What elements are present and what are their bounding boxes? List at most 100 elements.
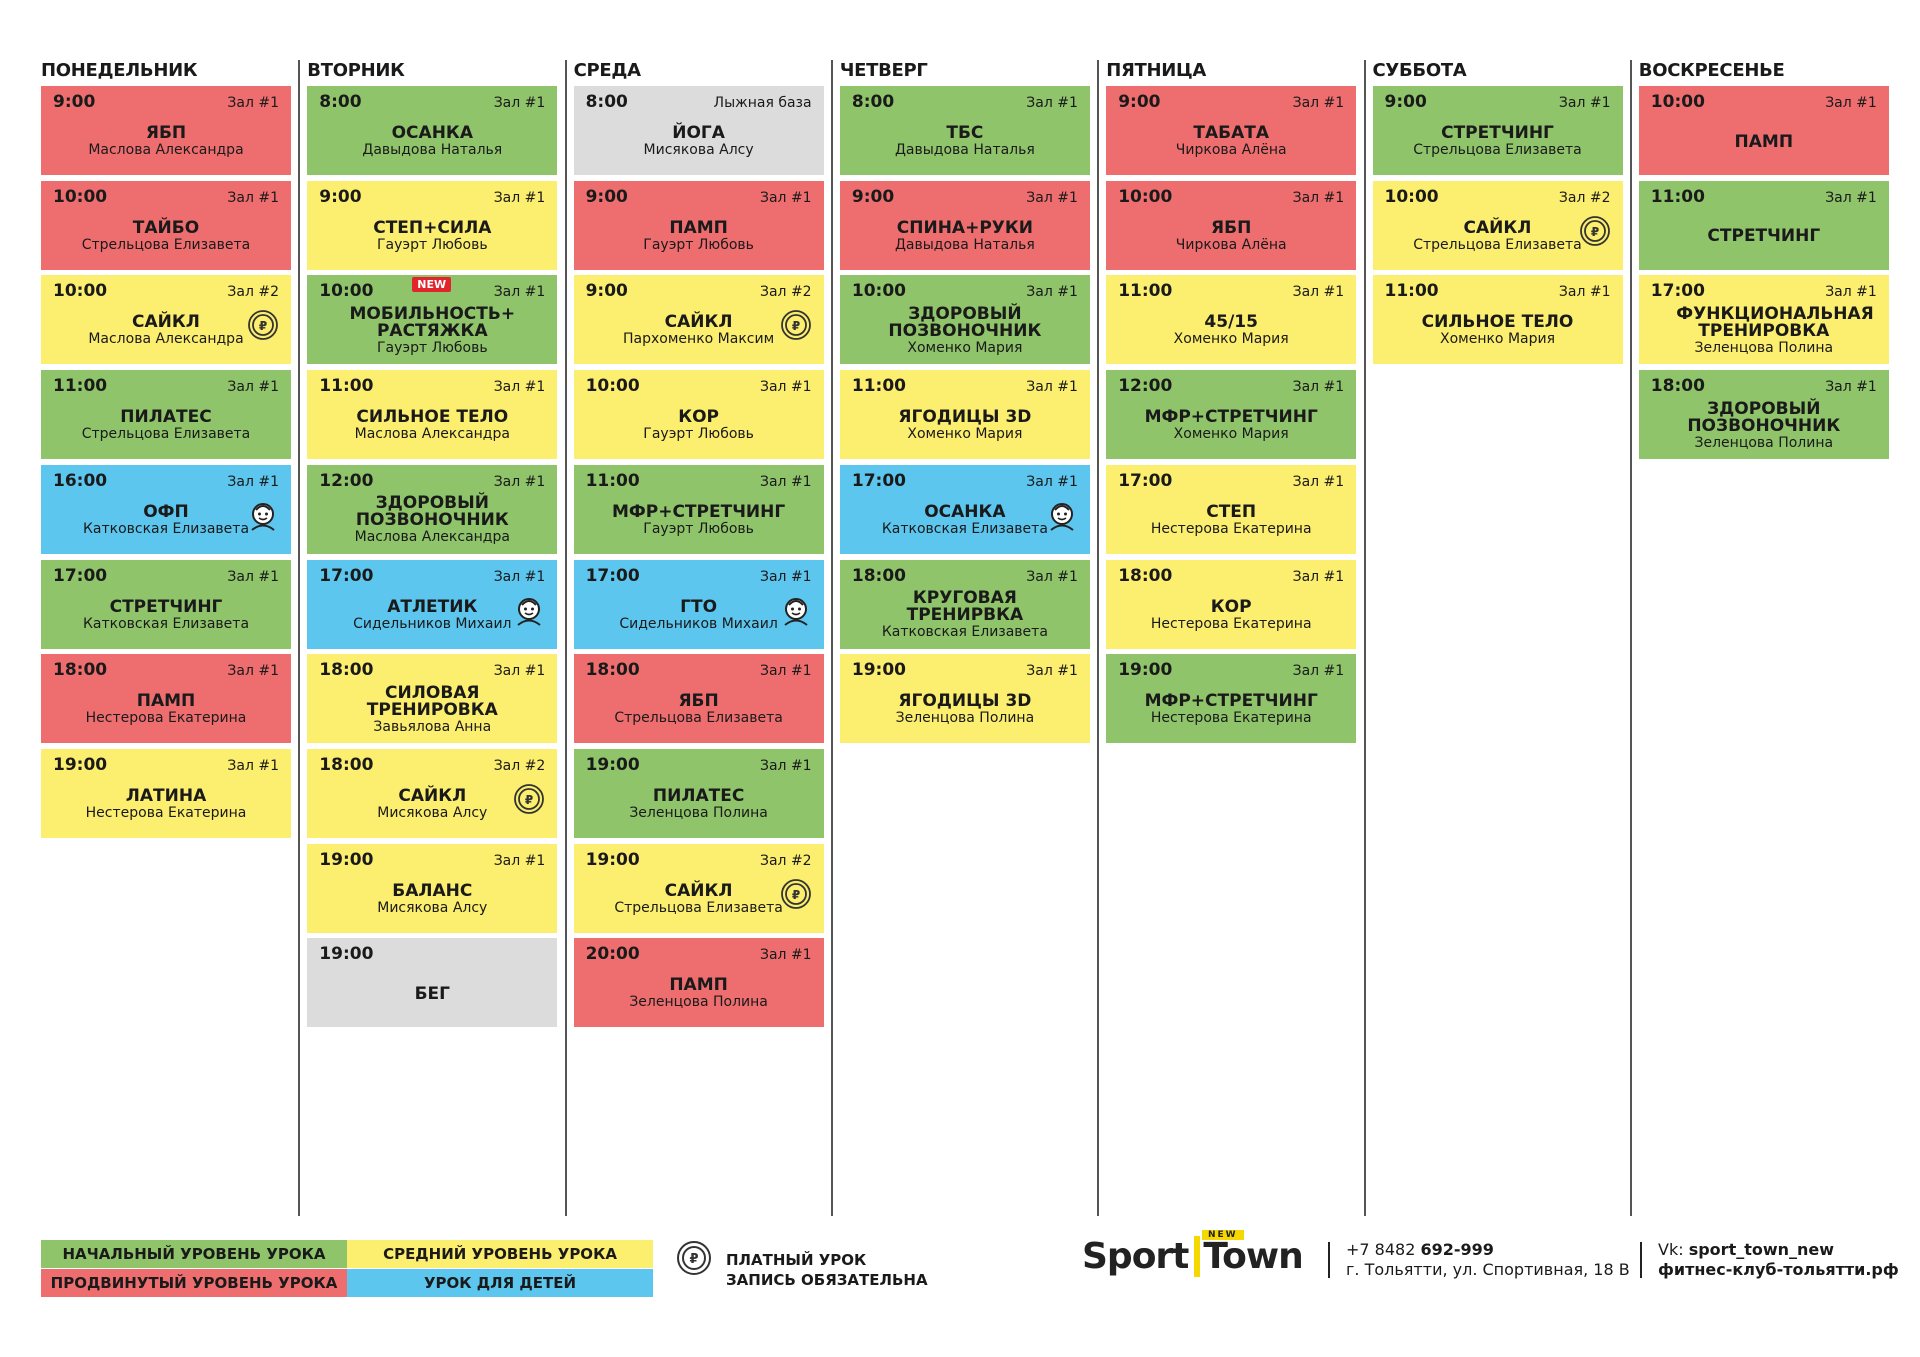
class-time: 9:00 — [851, 186, 895, 207]
class-trainer: Нестерова Екатерина — [1150, 710, 1312, 727]
class-title: СТРЕТЧИНГ — [109, 596, 223, 617]
class-card: 19:00 БЕГ — [307, 938, 558, 1028]
class-trainer: Маслова Александра — [88, 331, 244, 348]
class-card: 18:00 Зал #1 ЯБП Стрельцова Елизавета — [573, 654, 824, 744]
class-body: БЕГ — [307, 964, 557, 1024]
class-body: ПАМП — [1639, 112, 1889, 172]
class-card: 17:00 Зал #1 ФУНКЦИОНАЛЬНАЯ ТРЕНИРОВКА Зеле… — [1638, 275, 1889, 365]
class-trainer: Зеленцова Полина — [1694, 434, 1834, 451]
class-time: 11:00 — [851, 376, 907, 397]
class-trainer: Пархоменко Максим — [623, 331, 775, 348]
class-title: МФР+СТРЕТЧИНГ — [1144, 691, 1318, 712]
class-body: МФР+СТРЕТЧИНГ Гауэрт Любовь — [574, 491, 824, 551]
class-trainer: Стрельцова Елизавета — [81, 236, 251, 253]
class-trainer: Хоменко Мария — [1173, 426, 1289, 443]
class-hall: Зал #2 — [1558, 189, 1611, 206]
class-time: 12:00 — [319, 470, 374, 491]
column-separator — [564, 60, 567, 1216]
class-trainer: Зеленцова Полина — [629, 804, 768, 821]
class-title: СТРЕТЧИНГ — [1441, 123, 1554, 143]
class-body: МФР+СТРЕТЧИНГ Хоменко Мария — [1106, 396, 1356, 456]
class-title: МФР+СТРЕТЧИНГ — [1144, 407, 1318, 428]
class-body: ЛАТИНА Нестерова Екатерина — [41, 775, 291, 835]
class-body: ЗДОРОВЫЙ ПОЗВОНОЧНИК Маслова Александра — [307, 491, 557, 551]
class-hall: Зал #1 — [1026, 473, 1078, 490]
class-trainer: Стрельцова Елизавета — [81, 426, 251, 443]
class-card: 9:00 Зал #1 ТАБАТА Чиркова Алёна — [1106, 86, 1357, 175]
class-hall: Зал #1 — [760, 663, 812, 680]
class-hall: Зал #1 — [227, 379, 279, 396]
class-card: 11:00 Зал #1 ЯГОДИЦЫ 3D Хоменко Мария — [839, 370, 1090, 460]
paid-icon: ₽ — [780, 309, 812, 345]
class-card: 18:00 Зал #2 САЙКЛ Мисякова Алсу ₽ — [307, 748, 558, 838]
class-title: БАЛАНС — [392, 880, 473, 901]
class-body: СИЛОВАЯ ТРЕНИРОВКА Завьялова Анна — [307, 680, 557, 740]
svg-text:₽: ₽ — [259, 319, 267, 333]
class-hall: Зал #1 — [493, 379, 546, 396]
class-trainer: Гауэрт Любовь — [643, 236, 754, 253]
class-time: 19:00 — [53, 754, 108, 775]
svg-text:₽: ₽ — [791, 319, 799, 333]
class-card: 10:00 Зал #1 ПАМП — [1638, 86, 1889, 175]
class-time: 18:00 — [53, 660, 108, 681]
class-body: ПАМП Зеленцова Полина — [574, 964, 824, 1024]
class-body: КОР Гауэрт Любовь — [574, 396, 824, 456]
class-trainer: Давыдова Наталья — [362, 142, 503, 158]
vk-label: Vk: — [1658, 1240, 1684, 1259]
class-title: ТБС — [946, 123, 984, 143]
class-time: 9:00 — [585, 186, 628, 207]
class-title: САЙКЛ — [398, 785, 467, 806]
class-title: КРУГОВАЯ ТРЕНИРВКА — [906, 588, 1024, 625]
class-body: САЙКЛ Пархоменко Максим — [574, 301, 824, 361]
class-card: 9:00 Зал #1 СТЕП+СИЛА Гауэрт Любовь — [307, 180, 558, 270]
logo-tag: NEW — [1202, 1230, 1244, 1240]
class-card: 9:00 Зал #1 СПИНА+РУКИ Давыдова Наталья — [839, 180, 1090, 270]
class-body: ЯБП Стрельцова Елизавета — [574, 680, 824, 740]
class-card: 8:00 Лыжная база ЙОГА Мисякова Алсу — [573, 86, 824, 175]
class-hall: Зал #1 — [227, 95, 279, 111]
class-time: 10:00 — [1384, 186, 1439, 207]
svg-text:₽: ₽ — [525, 793, 533, 807]
class-body: ОСАНКА Катковская Елизавета — [840, 491, 1090, 551]
vk[interactable]: sport_town_new — [1688, 1240, 1835, 1259]
class-body: КРУГОВАЯ ТРЕНИРВКА Катковская Елизавета — [840, 586, 1090, 646]
class-body: ЙОГА Мисякова Алсу — [574, 112, 824, 172]
class-body: СИЛЬНОЕ ТЕЛО Хоменко Мария — [1373, 301, 1623, 361]
class-card: 11:00 Зал #1 СТРЕТЧИНГ — [1638, 180, 1889, 270]
site[interactable]: фитнес-клуб-тольятти.рф — [1658, 1260, 1899, 1279]
class-body: ФУНКЦИОНАЛЬНАЯ ТРЕНИРОВКА Зеленцова Полин… — [1639, 301, 1889, 361]
class-trainer: Катковская Елизавета — [82, 520, 250, 537]
class-card: 9:00 Зал #1 СТРЕТЧИНГ Стрельцова Елизавета — [1372, 86, 1623, 175]
class-time: 20:00 — [585, 944, 640, 965]
new-badge: NEW — [412, 277, 452, 293]
class-body: ПИЛАТЕС Зеленцова Полина — [574, 775, 824, 835]
class-card: 11:00 Зал #1 ПИЛАТЕС Стрельцова Елизавета — [41, 370, 291, 460]
class-trainer: Нестерова Екатерина — [1150, 520, 1312, 537]
class-title: ПИЛАТЕС — [120, 407, 212, 428]
class-time: 18:00 — [1650, 376, 1705, 397]
class-time: 10:00 — [319, 281, 374, 302]
class-trainer: Хоменко Мария — [1439, 331, 1556, 348]
class-title: ОФП — [143, 501, 189, 522]
class-card: 16:00 Зал #1 ОФП Катковская Елизавета — [41, 464, 291, 554]
class-body: МФР+СТРЕТЧИНГ Нестерова Екатерина — [1106, 680, 1356, 740]
class-body: ТАБАТА Чиркова Алёна — [1106, 112, 1356, 172]
class-hall: Зал #1 — [760, 379, 812, 396]
phone: 692-999 — [1420, 1240, 1494, 1259]
class-time: 9:00 — [53, 92, 96, 112]
column-separator — [1363, 60, 1366, 1216]
kids-icon — [247, 499, 279, 535]
class-trainer: Стрельцова Елизавета — [614, 899, 783, 916]
class-title: СИЛОВАЯ ТРЕНИРОВКА — [366, 682, 498, 720]
class-title: ЯБП — [1211, 217, 1252, 238]
class-time: 9:00 — [585, 281, 628, 302]
class-hall: Зал #2 — [760, 284, 812, 301]
class-title: СИЛЬНОЕ ТЕЛО — [356, 407, 509, 428]
class-trainer: Стрельцова Елизавета — [614, 710, 783, 727]
class-trainer: Мисякова Алсу — [377, 804, 488, 821]
class-card: 18:00 Зал #1 ЗДОРОВЫЙ ПОЗВОНОЧНИК Зеленцова… — [1638, 370, 1889, 460]
class-hall: Зал #1 — [1558, 95, 1611, 111]
day-header: ПЯТНИЦА — [1106, 60, 1207, 81]
class-hall: Зал #1 — [493, 852, 546, 869]
class-time: 11:00 — [1384, 281, 1439, 302]
